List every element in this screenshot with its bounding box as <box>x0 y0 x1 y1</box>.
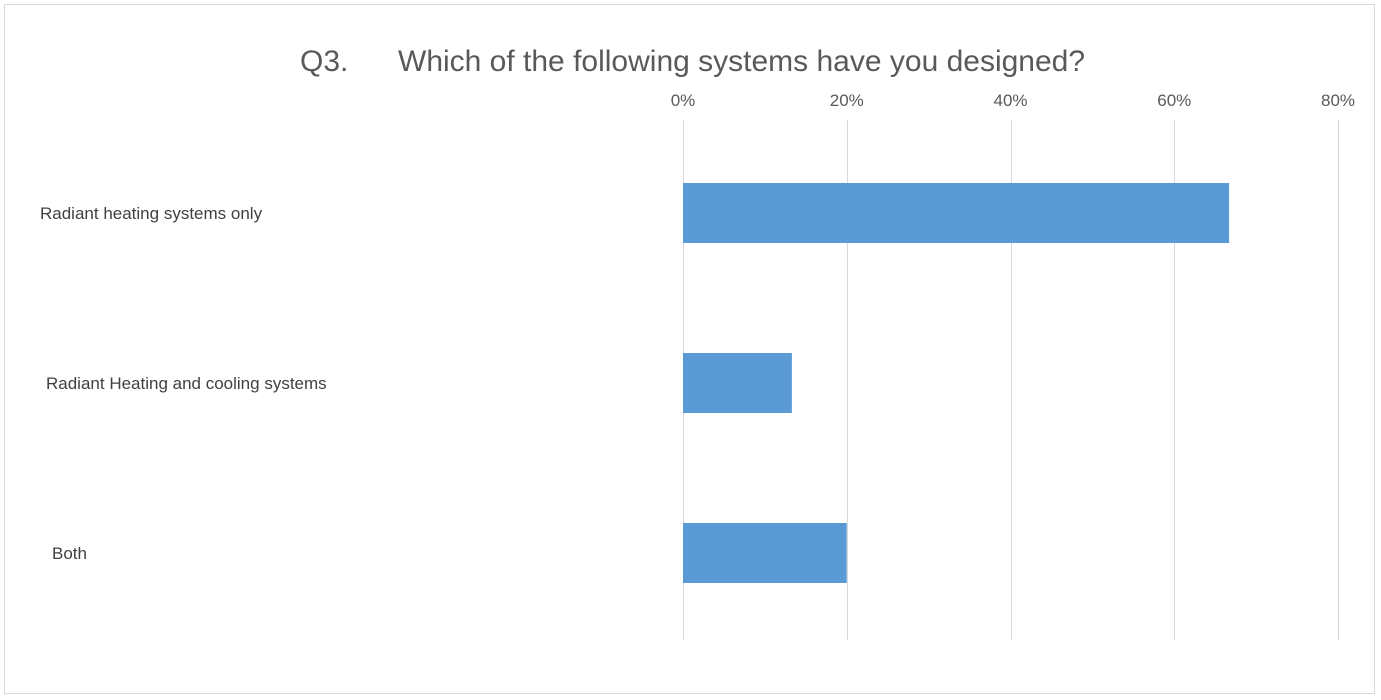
bars <box>683 183 1230 583</box>
category-labels: Radiant heating systems only Radiant Heat… <box>40 204 327 563</box>
bar <box>683 523 847 583</box>
x-tick-labels: 0% 20% 40% 60% 80% <box>671 91 1355 110</box>
x-tick-label: 60% <box>1157 91 1191 110</box>
category-label: Radiant Heating and cooling systems <box>46 374 327 393</box>
bar <box>683 353 792 413</box>
chart-title-prefix: Q3. <box>300 45 348 78</box>
x-tick-label: 0% <box>671 91 696 110</box>
x-tick-label: 80% <box>1321 91 1355 110</box>
category-label: Radiant heating systems only <box>40 204 263 223</box>
x-tick-label: 40% <box>993 91 1027 110</box>
x-tick-label: 20% <box>830 91 864 110</box>
bar <box>683 183 1230 243</box>
chart-title: Which of the following systems have you … <box>398 45 1085 78</box>
category-label: Both <box>52 544 87 563</box>
